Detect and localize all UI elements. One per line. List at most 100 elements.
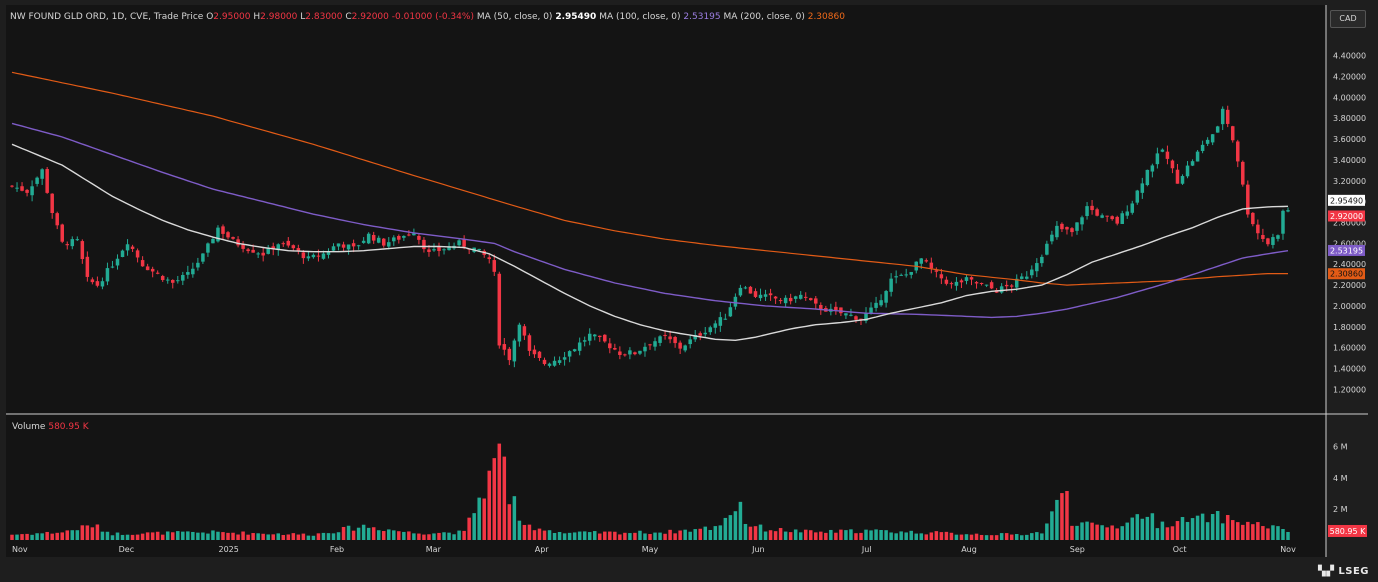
volume-bar[interactable]: [733, 511, 738, 540]
volume-bar[interactable]: [598, 533, 602, 540]
volume-bar[interactable]: [512, 496, 517, 540]
volume-bar[interactable]: [231, 532, 235, 540]
volume-bar[interactable]: [628, 533, 632, 540]
candle-body[interactable]: [1120, 213, 1124, 224]
volume-bar[interactable]: [417, 533, 421, 540]
candle-body[interactable]: [90, 279, 95, 283]
volume-bar[interactable]: [1140, 518, 1145, 540]
volume-bar[interactable]: [326, 533, 331, 540]
volume-bar[interactable]: [778, 528, 783, 540]
candle-body[interactable]: [140, 260, 145, 267]
volume-bar[interactable]: [497, 443, 502, 540]
volume-bar[interactable]: [186, 531, 190, 540]
candle-body[interactable]: [502, 344, 507, 350]
volume-bar[interactable]: [1241, 524, 1245, 540]
volume-bar[interactable]: [809, 530, 813, 540]
candle-body[interactable]: [281, 243, 286, 245]
volume-bar[interactable]: [984, 535, 989, 540]
volume-bar[interactable]: [1030, 533, 1034, 540]
candle-body[interactable]: [432, 249, 436, 251]
volume-bar[interactable]: [608, 531, 612, 540]
volume-bar[interactable]: [422, 534, 426, 540]
volume-bar[interactable]: [547, 530, 552, 540]
volume-bar[interactable]: [301, 533, 306, 540]
candle-body[interactable]: [150, 268, 155, 272]
candle-body[interactable]: [1050, 234, 1054, 242]
candle-body[interactable]: [110, 266, 115, 268]
volume-bar[interactable]: [788, 532, 793, 540]
candle-body[interactable]: [844, 313, 848, 316]
candle-body[interactable]: [698, 333, 702, 336]
volume-bar[interactable]: [366, 527, 371, 540]
currency-button[interactable]: CAD: [1330, 10, 1366, 28]
candle-body[interactable]: [276, 244, 281, 251]
candle-body[interactable]: [135, 250, 140, 258]
candle-body[interactable]: [613, 348, 617, 350]
volume-bar[interactable]: [517, 520, 522, 540]
volume-bar[interactable]: [211, 530, 215, 540]
candle-body[interactable]: [1004, 284, 1009, 287]
candle-body[interactable]: [412, 233, 416, 236]
candle-body[interactable]: [326, 251, 331, 255]
candle-body[interactable]: [572, 349, 577, 352]
volume-bar[interactable]: [381, 531, 386, 540]
candle-body[interactable]: [1261, 235, 1265, 239]
volume-bar[interactable]: [1286, 531, 1290, 540]
candle-body[interactable]: [341, 244, 346, 248]
volume-bar[interactable]: [864, 529, 868, 540]
volume-bar[interactable]: [1200, 513, 1205, 540]
volume-bar[interactable]: [1095, 524, 1099, 540]
volume-bar[interactable]: [467, 517, 471, 540]
volume-bar[interactable]: [1160, 521, 1165, 540]
candle-body[interactable]: [392, 237, 396, 242]
candle-body[interactable]: [1175, 169, 1180, 184]
candle-body[interactable]: [999, 286, 1004, 293]
candle-body[interactable]: [1100, 215, 1104, 218]
volume-bar[interactable]: [914, 533, 919, 540]
candle-body[interactable]: [55, 213, 59, 226]
volume-bar[interactable]: [115, 532, 120, 540]
volume-bar[interactable]: [1135, 514, 1140, 540]
volume-bar[interactable]: [376, 530, 381, 540]
candle-body[interactable]: [487, 257, 491, 260]
volume-bar[interactable]: [587, 532, 592, 540]
volume-bar[interactable]: [1271, 525, 1275, 540]
volume-bar[interactable]: [623, 532, 627, 540]
volume-bar[interactable]: [437, 532, 441, 540]
candle-body[interactable]: [517, 324, 522, 342]
candle-body[interactable]: [1246, 184, 1250, 215]
volume-bar[interactable]: [241, 531, 245, 540]
candle-body[interactable]: [361, 240, 366, 243]
candle-body[interactable]: [115, 258, 120, 266]
candle-body[interactable]: [748, 286, 753, 294]
candle-body[interactable]: [1266, 238, 1270, 245]
volume-bar[interactable]: [1210, 514, 1215, 540]
volume-bar[interactable]: [919, 533, 924, 540]
volume-bar[interactable]: [100, 531, 105, 540]
candle-body[interactable]: [1060, 223, 1064, 230]
candle-body[interactable]: [924, 260, 929, 262]
volume-bar[interactable]: [783, 531, 788, 540]
candle-body[interactable]: [1140, 183, 1145, 193]
candle-body[interactable]: [271, 246, 275, 250]
volume-bar[interactable]: [879, 530, 883, 540]
candle-body[interactable]: [889, 278, 893, 292]
volume-bar[interactable]: [236, 534, 240, 540]
candle-body[interactable]: [442, 249, 446, 251]
volume-bar[interactable]: [552, 533, 557, 540]
volume-bar[interactable]: [939, 532, 944, 540]
volume-bar[interactable]: [1190, 518, 1195, 540]
candle-body[interactable]: [738, 287, 743, 296]
volume-bar[interactable]: [261, 533, 265, 540]
volume-bar[interactable]: [678, 530, 682, 540]
volume-bar[interactable]: [251, 533, 255, 540]
candle-body[interactable]: [20, 186, 24, 191]
volume-bar[interactable]: [909, 530, 913, 540]
volume-bar[interactable]: [1180, 517, 1185, 540]
volume-bar[interactable]: [592, 531, 597, 540]
candle-body[interactable]: [50, 193, 54, 213]
candle-body[interactable]: [653, 341, 657, 347]
candle-body[interactable]: [1095, 209, 1099, 216]
volume-bar[interactable]: [718, 525, 723, 540]
candle-body[interactable]: [839, 307, 843, 314]
